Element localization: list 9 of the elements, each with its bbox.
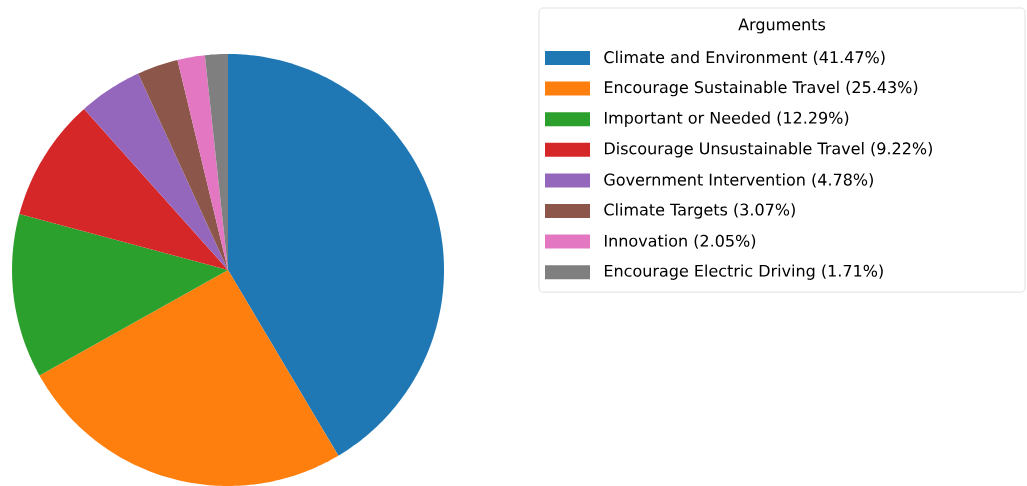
legend-label: Government Intervention (4.78%) bbox=[604, 173, 873, 188]
legend-label: Discourage Unsustainable Travel (9.22%) bbox=[604, 142, 932, 158]
legend-label: Encourage Electric Driving (1.71%) bbox=[604, 264, 883, 280]
legend-label: Climate and Environment (41.47%) bbox=[604, 50, 885, 66]
legend-label: Encourage Sustainable Travel (25.43%) bbox=[604, 80, 918, 97]
legend-label: Climate Targets (3.07%) bbox=[604, 203, 795, 219]
legend-title: Arguments bbox=[738, 18, 826, 34]
legend-label: Innovation (2.05%) bbox=[604, 234, 756, 249]
legend-label: Important or Needed (12.29%) bbox=[604, 111, 849, 127]
